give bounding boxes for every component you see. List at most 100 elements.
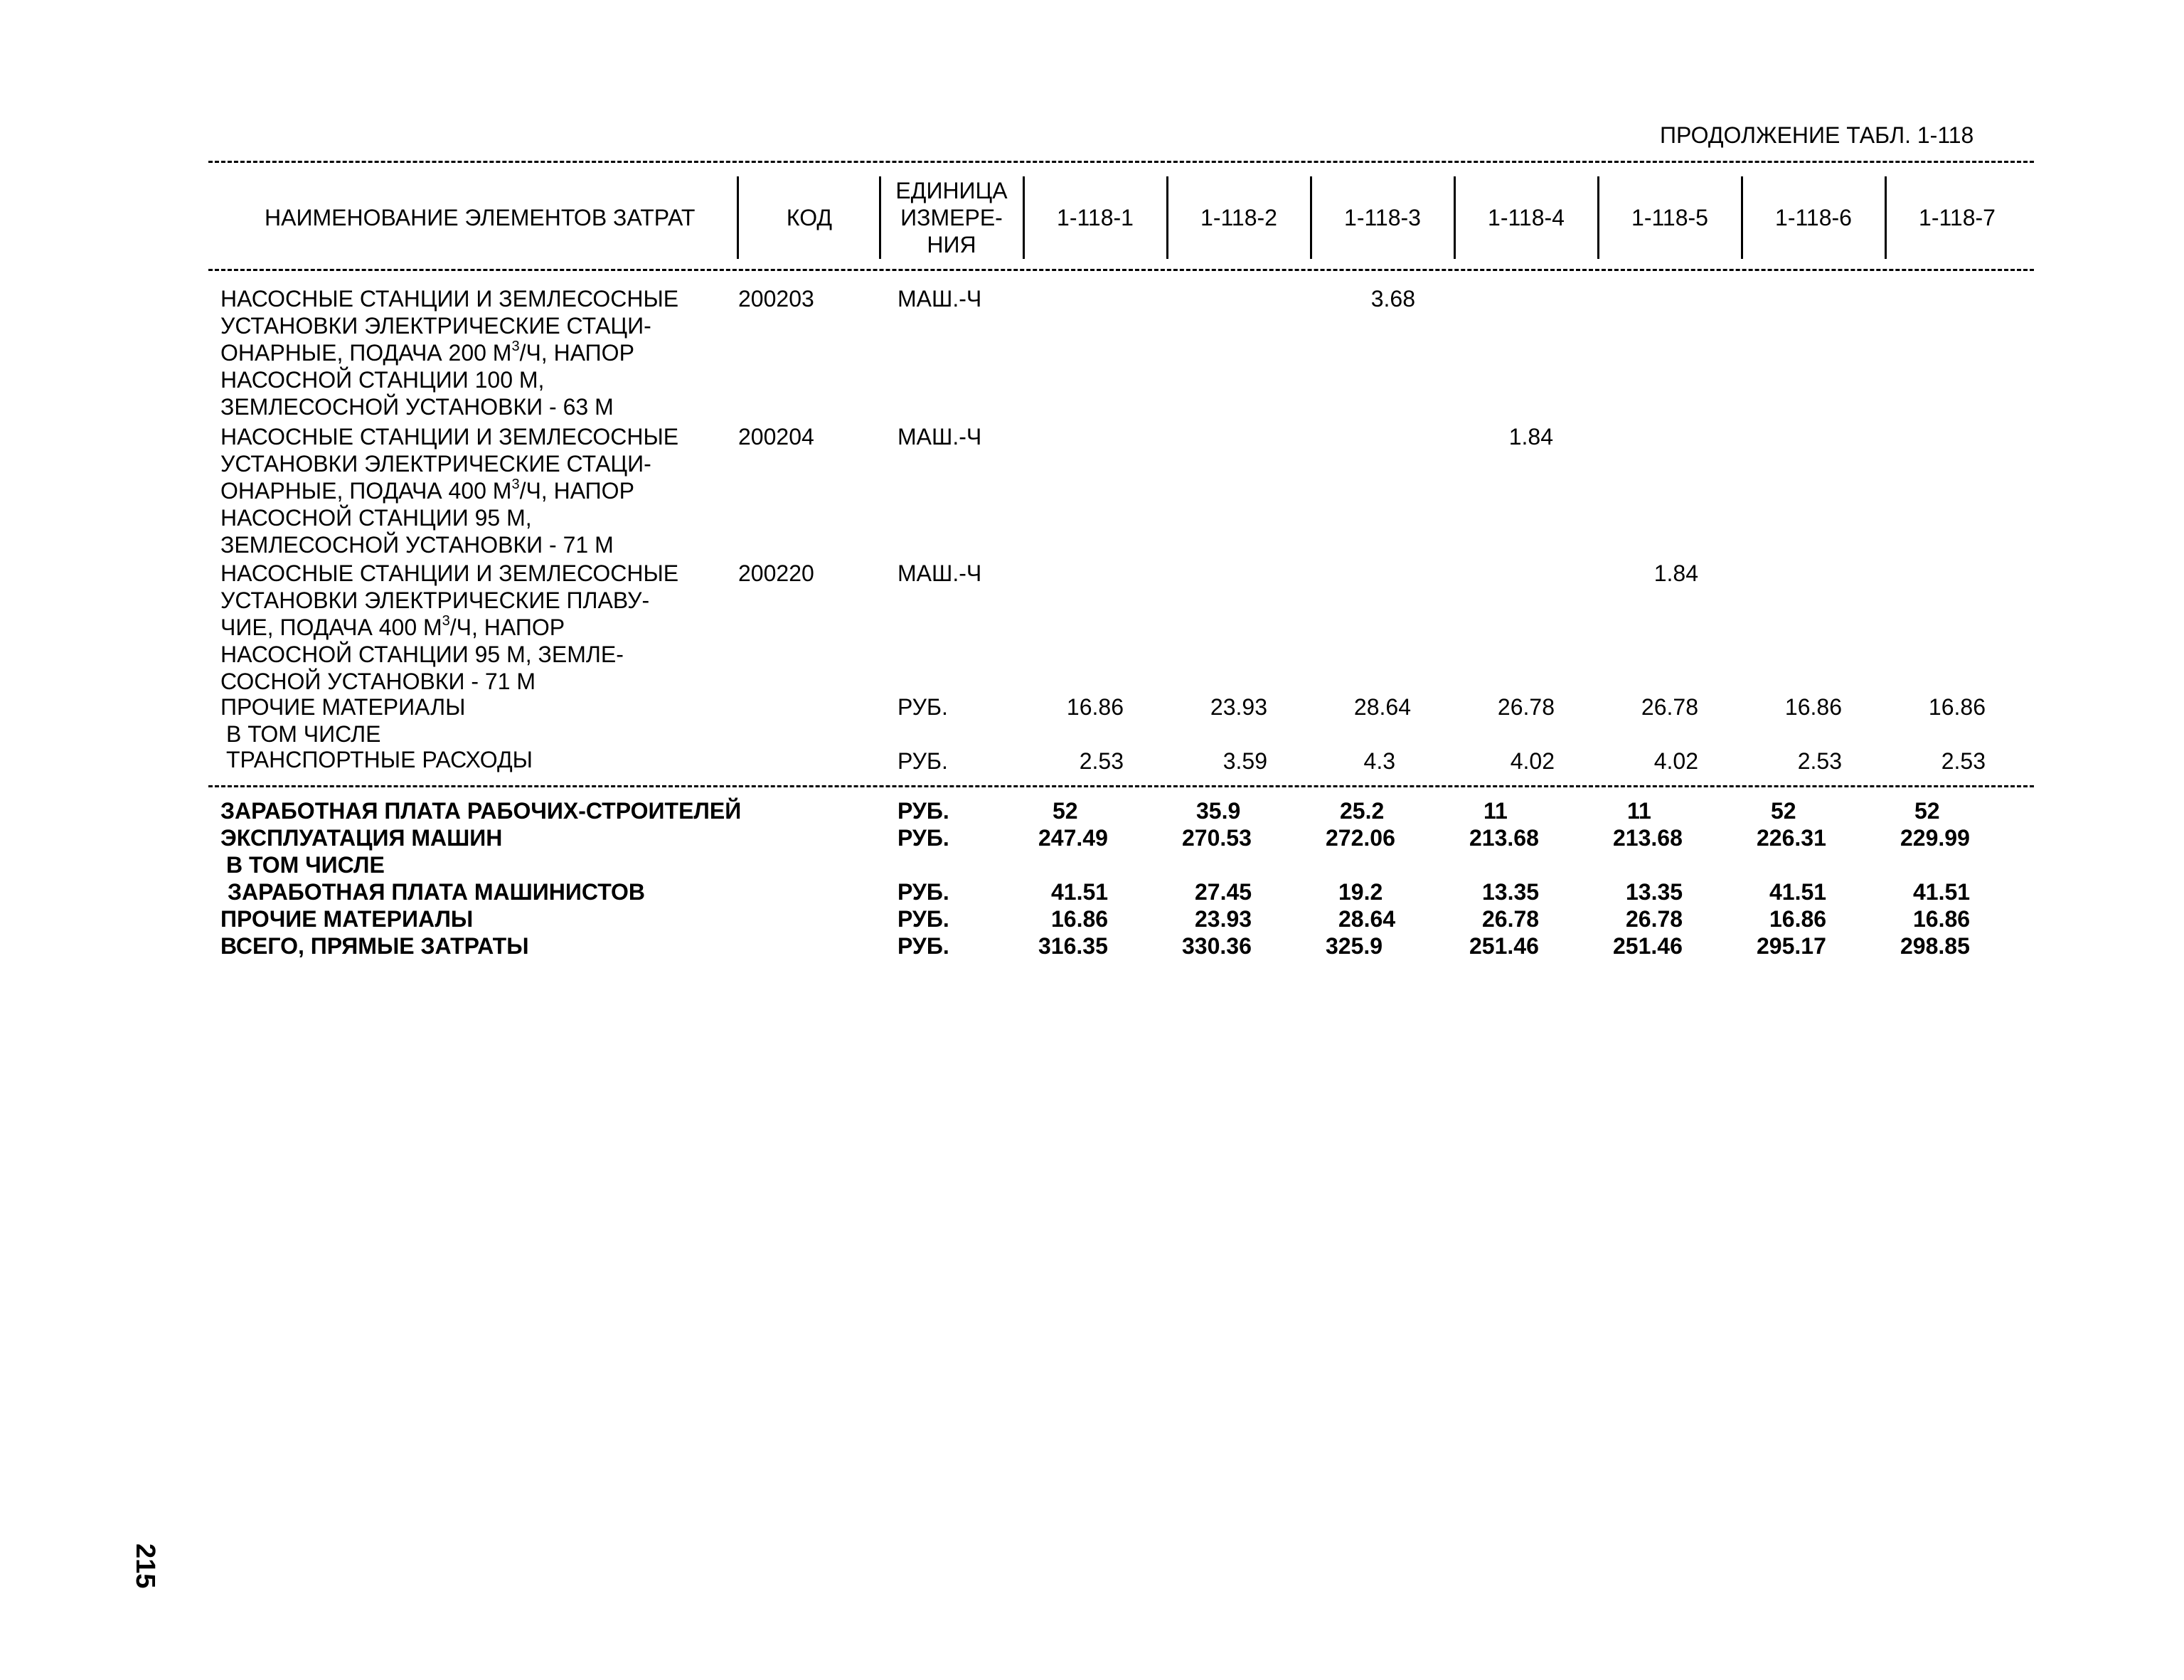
summary-name: В ТОМ ЧИСЛЕ <box>226 852 385 878</box>
table-caption: ПРОДОЛЖЕНИЕ ТАБЛ. 1-118 <box>1660 122 1974 148</box>
summary-value: 16.86 <box>1913 906 1971 932</box>
row-name-line: ПРОЧИЕ МАТЕРИАЛЫ <box>220 694 466 720</box>
header-separator <box>1597 176 1599 259</box>
summary-value: 251.46 <box>1613 933 1683 959</box>
summary-value: 26.78 <box>1626 906 1683 932</box>
summary-value: 247.49 <box>1038 825 1108 851</box>
summary-value: 11 <box>1627 798 1651 824</box>
row-name-line: ОНАРНЫЕ, ПОДАЧА 400 М3/Ч, НАПОР <box>220 477 634 504</box>
header-separator <box>1310 176 1312 259</box>
row-value: 16.86 <box>1784 694 1842 720</box>
summary-value: 23.93 <box>1195 906 1252 932</box>
page-number: 215 <box>130 1543 160 1589</box>
summary-value: 325.9 <box>1326 933 1383 959</box>
summary-value: 316.35 <box>1038 933 1108 959</box>
row-name-line: ЗЕМЛЕСОСНОЙ УСТАНОВКИ - 71 М <box>220 532 614 558</box>
header-col-5: 1-118-5 <box>1631 205 1708 230</box>
row-value: 23.93 <box>1210 694 1267 720</box>
header-col-3: 1-118-3 <box>1344 205 1421 230</box>
row-code: 200220 <box>738 560 814 586</box>
row-name-line: ОНАРНЫЕ, ПОДАЧА 200 М3/Ч, НАПОР <box>220 339 634 366</box>
superscript: 3 <box>442 613 450 629</box>
row-name-line: НАСОСНЫЕ СТАНЦИИ И ЗЕМЛЕСОСНЫЕ <box>220 424 679 450</box>
row-name-line: НАСОСНЫЕ СТАНЦИИ И ЗЕМЛЕСОСНЫЕ <box>220 560 679 586</box>
summary-unit: РУБ. <box>897 798 949 824</box>
header-unit-line3: НИЯ <box>927 232 976 257</box>
summary-value: 213.68 <box>1469 825 1539 851</box>
summary-unit: РУБ. <box>897 825 949 851</box>
header-unit-line1: ЕДИНИЦА <box>895 178 1008 203</box>
row-value: 4.02 <box>1653 748 1698 774</box>
row-value: 16.86 <box>1066 694 1124 720</box>
row-value: 4.02 <box>1510 748 1555 774</box>
row-value: 26.78 <box>1497 694 1555 720</box>
row-name-line: В ТОМ ЧИСЛЕ <box>226 721 381 747</box>
row-name-text: /Ч, НАПОР <box>519 478 634 504</box>
summary-value: 13.35 <box>1482 879 1540 905</box>
summary-value: 16.86 <box>1769 906 1827 932</box>
summary-value: 226.31 <box>1757 825 1826 851</box>
row-name-line: УСТАНОВКИ ЭЛЕКТРИЧЕСКИЕ СТАЦИ- <box>220 313 651 339</box>
row-code: 200203 <box>738 286 814 312</box>
row-name-line: ТРАНСПОРТНЫЕ РАСХОДЫ <box>226 747 533 772</box>
header-separator <box>1741 176 1743 259</box>
header-code: КОД <box>786 205 833 230</box>
summary-value: 270.53 <box>1182 825 1252 851</box>
summary-value: 52 <box>1914 798 1940 824</box>
superscript: 3 <box>511 339 520 354</box>
summary-value: 35.9 <box>1196 798 1241 824</box>
header-separator <box>1454 176 1456 259</box>
summary-name: ЗАРАБОТНАЯ ПЛАТА РАБОЧИХ-СТРОИТЕЛЕЙ <box>220 798 742 824</box>
header-separator <box>1885 176 1887 259</box>
row-value: 2.53 <box>1797 748 1842 774</box>
row-name-line: ЧИЕ, ПОДАЧА 400 М3/Ч, НАПОР <box>220 613 565 640</box>
row-value: 16.86 <box>1928 694 1986 720</box>
row-code: 200204 <box>738 424 814 450</box>
header-separator <box>879 176 881 259</box>
row-value: 26.78 <box>1641 694 1698 720</box>
summary-value: 41.51 <box>1051 879 1109 905</box>
summary-name: ПРОЧИЕ МАТЕРИАЛЫ <box>220 906 474 932</box>
summary-value: 213.68 <box>1613 825 1683 851</box>
summary-unit: РУБ. <box>897 933 949 959</box>
summary-value: 52 <box>1053 798 1078 824</box>
row-name-line: НАСОСНЫЕ СТАНЦИИ И ЗЕМЛЕСОСНЫЕ <box>220 286 679 312</box>
rule-header-bottom <box>208 269 2034 271</box>
row-value: 2.53 <box>1079 748 1124 774</box>
row-name-text: ОНАРНЫЕ, ПОДАЧА 400 М <box>220 478 512 504</box>
row-value: 1.84 <box>1653 560 1698 586</box>
summary-value: 25.2 <box>1340 798 1385 824</box>
header-unit-line2: ИЗМЕРЕ- <box>900 205 1003 230</box>
row-name-text: /Ч, НАПОР <box>519 340 634 366</box>
summary-value: 229.99 <box>1900 825 1970 851</box>
row-value: 3.68 <box>1370 286 1415 312</box>
row-name-line: ЗЕМЛЕСОСНОЙ УСТАНОВКИ - 63 М <box>220 394 614 420</box>
header-col-7: 1-118-7 <box>1919 205 1996 230</box>
header-col-2: 1-118-2 <box>1200 205 1277 230</box>
row-name-text: ЧИЕ, ПОДАЧА 400 М <box>220 615 442 640</box>
summary-value: 330.36 <box>1182 933 1252 959</box>
summary-unit: РУБ. <box>897 906 949 932</box>
summary-name: ЭКСПЛУАТАЦИЯ МАШИН <box>220 825 503 851</box>
header-col-1: 1-118-1 <box>1057 205 1134 230</box>
summary-value: 11 <box>1483 798 1508 824</box>
row-name-line: УСТАНОВКИ ЭЛЕКТРИЧЕСКИЕ ПЛАВУ- <box>220 588 650 613</box>
row-name-line: СОСНОЙ УСТАНОВКИ - 71 М <box>220 669 536 694</box>
header-col-6: 1-118-6 <box>1775 205 1852 230</box>
row-value: 4.3 <box>1363 748 1395 774</box>
summary-value: 295.17 <box>1757 933 1826 959</box>
rule-section <box>208 785 2034 787</box>
row-name-line: НАСОСНОЙ СТАНЦИИ 95 М, ЗЕМЛЕ- <box>220 642 624 667</box>
summary-value: 26.78 <box>1482 906 1540 932</box>
header-separator <box>737 176 739 259</box>
summary-value: 28.64 <box>1338 906 1396 932</box>
summary-value: 272.06 <box>1326 825 1395 851</box>
summary-name: ВСЕГО, ПРЯМЫЕ ЗАТРАТЫ <box>220 933 529 959</box>
summary-name: ЗАРАБОТНАЯ ПЛАТА МАШИНИСТОВ <box>228 879 645 905</box>
row-name-line: НАСОСНОЙ СТАНЦИИ 95 М, <box>220 505 532 531</box>
row-name-line: УСТАНОВКИ ЭЛЕКТРИЧЕСКИЕ СТАЦИ- <box>220 451 651 477</box>
superscript: 3 <box>511 477 520 492</box>
header-separator <box>1166 176 1168 259</box>
summary-value: 251.46 <box>1469 933 1539 959</box>
summary-unit: РУБ. <box>897 879 949 905</box>
